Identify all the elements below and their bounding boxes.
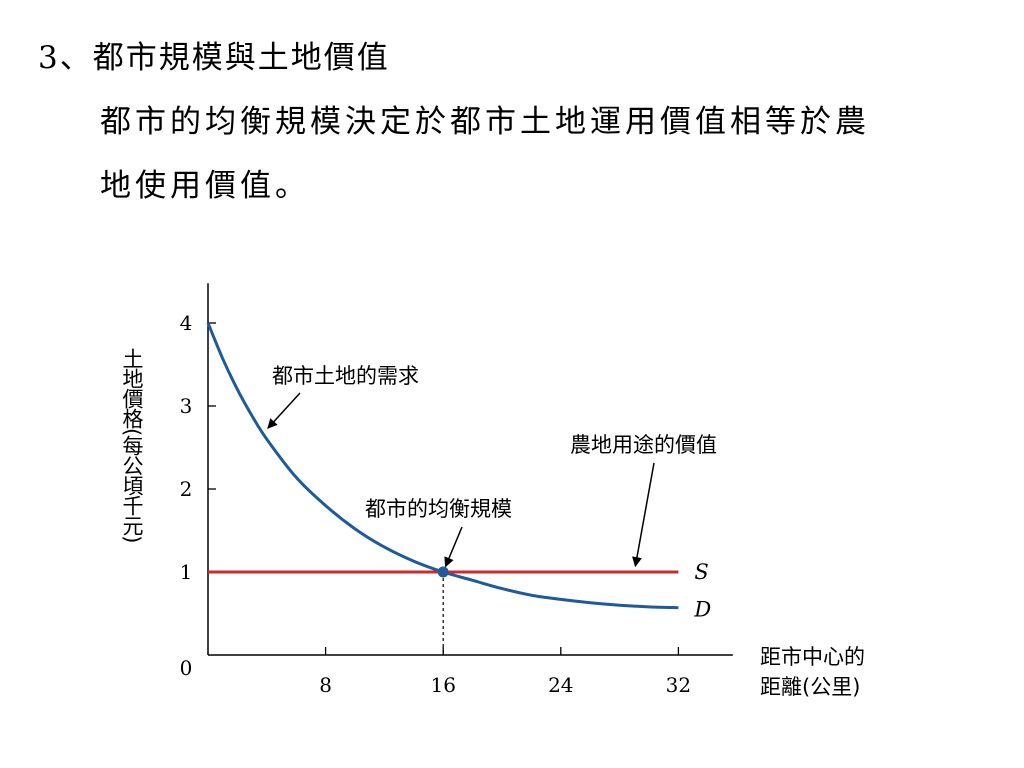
x-axis-label-line1: 距市中心的	[760, 645, 865, 669]
series-line-D	[206, 322, 679, 610]
x-tick-label: 32	[666, 673, 691, 697]
slide-heading: 3、都市規模與土地價值	[38, 40, 390, 76]
chart-axes	[207, 283, 733, 656]
equilibrium-point	[437, 566, 449, 578]
annotation-label: 農地用途的價值	[570, 433, 717, 457]
y-tick-label: 4	[180, 311, 193, 335]
y-axis-label: 土地價格(每公頃千元)	[120, 348, 144, 542]
annotation-label: 都市土地的需求	[272, 364, 419, 388]
paragraph-line-2: 地使用價值。	[100, 168, 310, 204]
y-tick-label: 1	[180, 560, 193, 584]
x-axis-label-line2: 距離(公里)	[760, 675, 860, 699]
annotation-arrow	[632, 462, 655, 568]
y-tick-label: 2	[180, 477, 193, 501]
x-tick-label: 16	[430, 673, 455, 697]
x-tick-label: 24	[548, 673, 573, 697]
annotation-label: 都市的均衡規模	[365, 497, 512, 521]
series-label-S: S	[694, 560, 708, 584]
annotation-arrow	[267, 392, 301, 429]
y-tick-label: 3	[180, 394, 193, 418]
paragraph-line-1: 都市的均衡規模決定於都市土地運用價值相等於農	[100, 104, 870, 140]
origin-label: 0	[180, 656, 193, 680]
series-label-D: D	[693, 598, 711, 622]
x-tick-label: 8	[319, 673, 332, 697]
chart-series: DS	[206, 322, 711, 655]
annotation-arrow	[444, 526, 463, 568]
